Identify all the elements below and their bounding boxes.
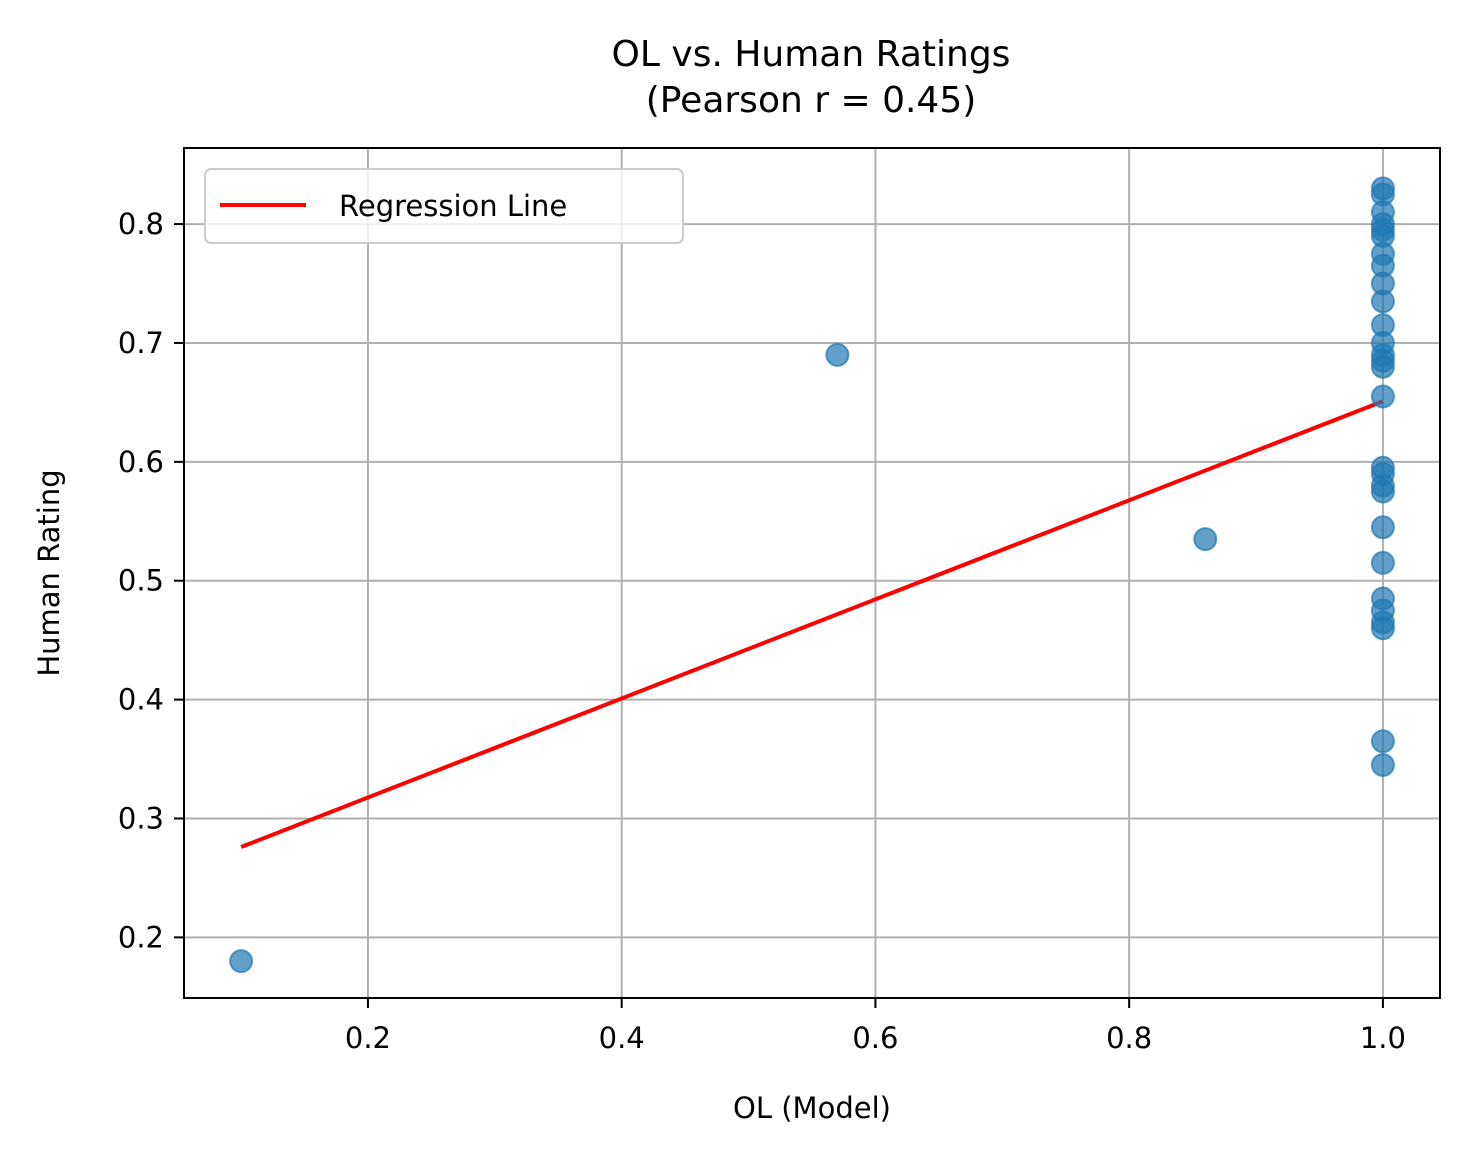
y-axis-label: Human Rating <box>32 469 66 676</box>
plot-frame <box>183 147 1441 999</box>
x-tick-label: 0.6 <box>852 1021 898 1055</box>
y-tick-label: 0.2 <box>118 920 164 954</box>
axis-ticks: 0.2 0.4 0.6 0.8 1.0 0.2 0.3 0.4 0.5 0.6 0.7 0.8 <box>118 207 1406 1055</box>
legend-label: Regression Line <box>339 189 567 223</box>
scatter-point <box>1370 752 1395 777</box>
x-axis-label: OL (Model) <box>733 1091 891 1125</box>
scatter-point <box>1193 527 1218 552</box>
legend-box <box>204 168 684 244</box>
scatter-points <box>229 176 1395 974</box>
scatter-point <box>229 949 254 974</box>
x-tick-label: 0.2 <box>345 1021 391 1055</box>
regression-line <box>240 399 1384 849</box>
scatter-point <box>1370 515 1395 540</box>
scatter-point <box>1370 479 1395 504</box>
scatter-point <box>1370 384 1395 409</box>
y-tick-label: 0.4 <box>118 683 164 717</box>
chart-subtitle: (Pearson r = 0.45) <box>646 80 977 121</box>
x-tick-label: 0.8 <box>1106 1021 1152 1055</box>
y-tick-label: 0.5 <box>118 564 164 598</box>
grid <box>184 148 1440 998</box>
scatter-point <box>825 342 850 367</box>
y-tick-label: 0.6 <box>118 445 164 479</box>
regression-line-layer <box>240 399 1384 849</box>
y-tick-label: 0.7 <box>118 326 164 360</box>
scatter-point <box>1370 550 1395 575</box>
chart-title: OL vs. Human Ratings <box>612 34 1011 75</box>
y-tick-label: 0.8 <box>118 207 164 241</box>
x-tick-label: 1.0 <box>1360 1021 1406 1055</box>
scatter-point <box>1370 354 1395 379</box>
scatter-point <box>1370 289 1395 314</box>
x-tick-label: 0.4 <box>599 1021 645 1055</box>
scatter-point <box>1370 616 1395 641</box>
y-tick-label: 0.3 <box>118 801 164 835</box>
legend: Regression Line <box>204 168 684 244</box>
scatter-point <box>1370 729 1395 754</box>
